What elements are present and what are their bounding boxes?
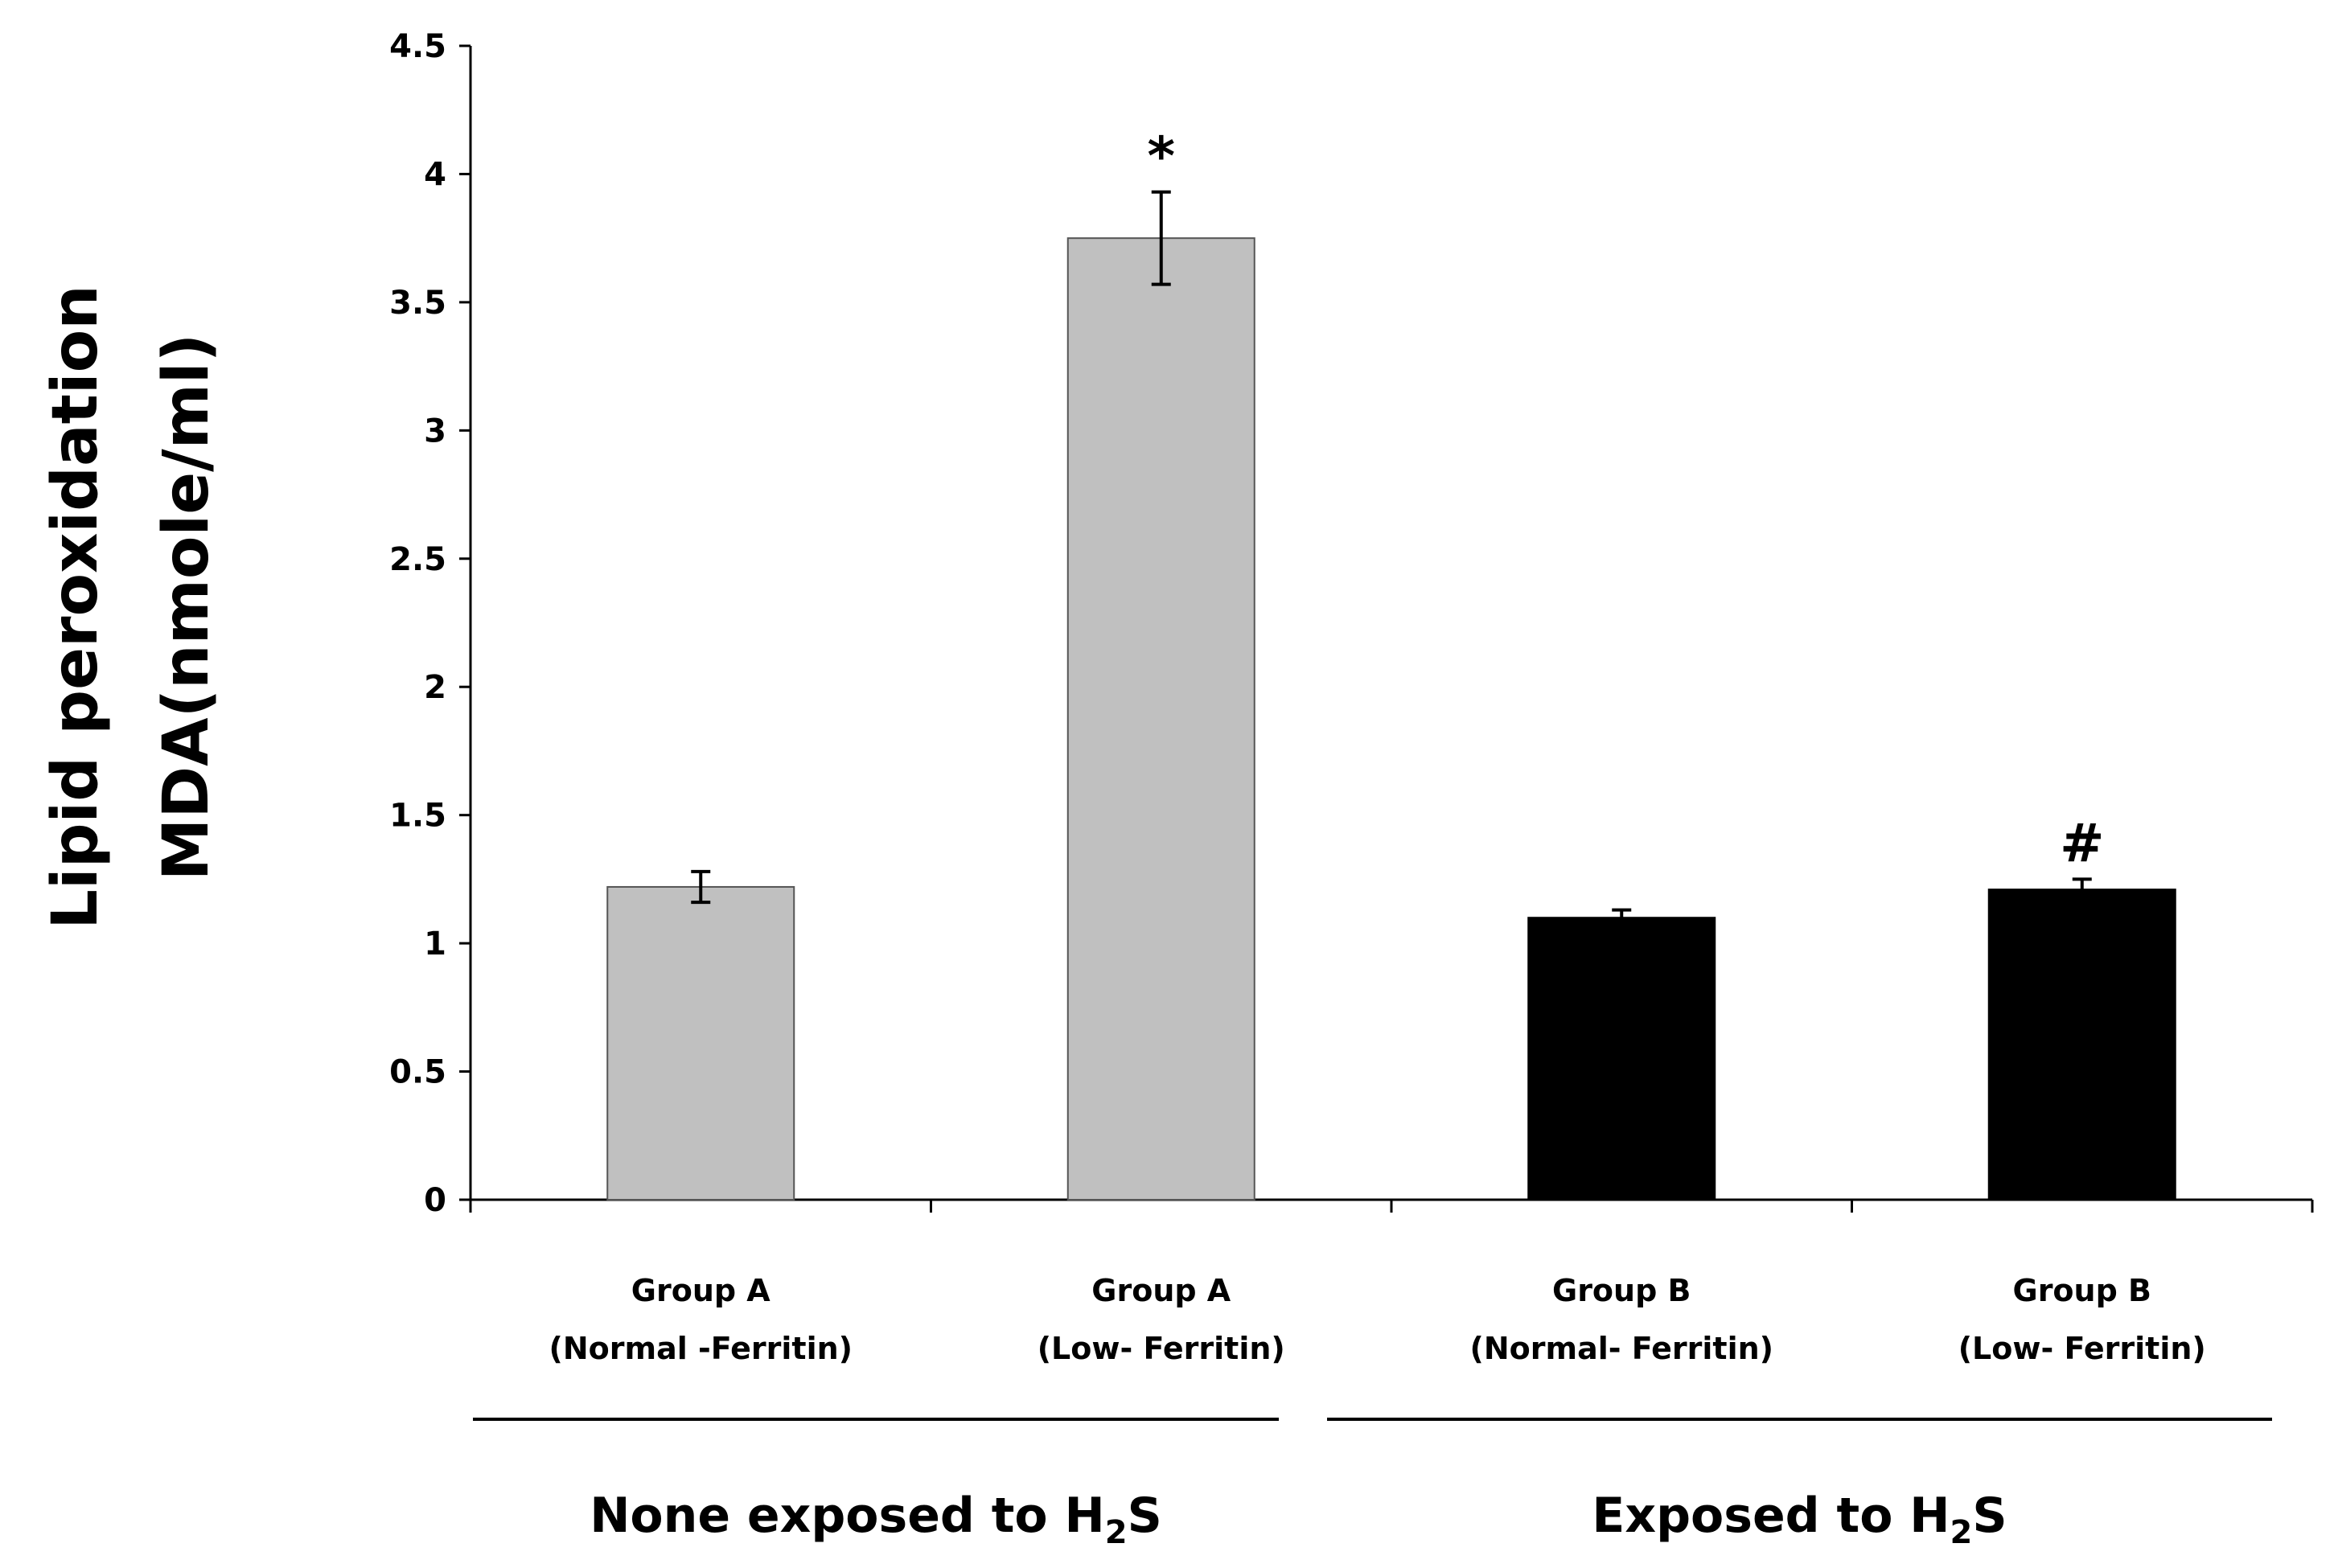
category-label-line2: (Low- Ferritin)	[1038, 1331, 1285, 1366]
category-label-line2: (Normal- Ferritin)	[1469, 1331, 1773, 1366]
group-label-text: None exposed to H	[590, 1488, 1105, 1544]
y-tick-label: 3.5	[389, 285, 446, 322]
y-tick-label: 4.5	[389, 28, 446, 65]
group-labels: None exposed to H2S Exposed to H2S	[473, 1418, 2272, 1551]
y-tick-label: 1.5	[389, 798, 446, 835]
group-label: None exposed to H2S	[590, 1488, 1162, 1551]
y-tick-label: 3	[424, 413, 446, 449]
group-label-text: Exposed to H	[1592, 1488, 1950, 1544]
category-labels: Group A (Normal -Ferritin) Group A (Low- Fe…	[549, 1273, 2205, 1366]
significance-marker: *	[1147, 125, 1175, 187]
significance-marker: #	[2060, 812, 2104, 874]
y-axis-label: Lipid peroxidation MDA(nmole/ml)	[39, 285, 223, 929]
y-tick-label: 2.5	[389, 541, 446, 578]
bar	[606, 885, 795, 1201]
y-axis-label-line2: MDA(nmole/ml)	[150, 334, 223, 881]
category-label-line1: Group B	[1552, 1273, 1691, 1308]
group-label: Exposed to H2S	[1592, 1488, 2007, 1551]
category-label-line2: (Normal -Ferritin)	[549, 1331, 853, 1366]
y-axis-label-line1: Lipid peroxidation	[39, 285, 112, 929]
bars: *#	[606, 125, 2176, 1201]
y-tick-label: 0.5	[389, 1054, 446, 1091]
group-label-end: S	[1128, 1488, 1162, 1544]
bar	[1987, 889, 2176, 1201]
y-tick-label: 4	[424, 156, 446, 193]
group-label-subscript: 2	[1105, 1514, 1128, 1551]
category-label-line2: (Low- Ferritin)	[1958, 1331, 2206, 1366]
category-label-line1: Group A	[1091, 1273, 1231, 1308]
y-tick-label: 0	[424, 1182, 446, 1219]
category-label-line1: Group B	[2013, 1273, 2151, 1308]
y-tick-label: 1	[424, 926, 446, 963]
bar	[1066, 237, 1255, 1201]
bar	[1527, 917, 1716, 1201]
y-tick-label: 2	[424, 669, 446, 706]
category-label-line1: Group A	[631, 1273, 771, 1308]
group-label-end: S	[1972, 1488, 2007, 1544]
group-label-subscript: 2	[1950, 1514, 1973, 1551]
